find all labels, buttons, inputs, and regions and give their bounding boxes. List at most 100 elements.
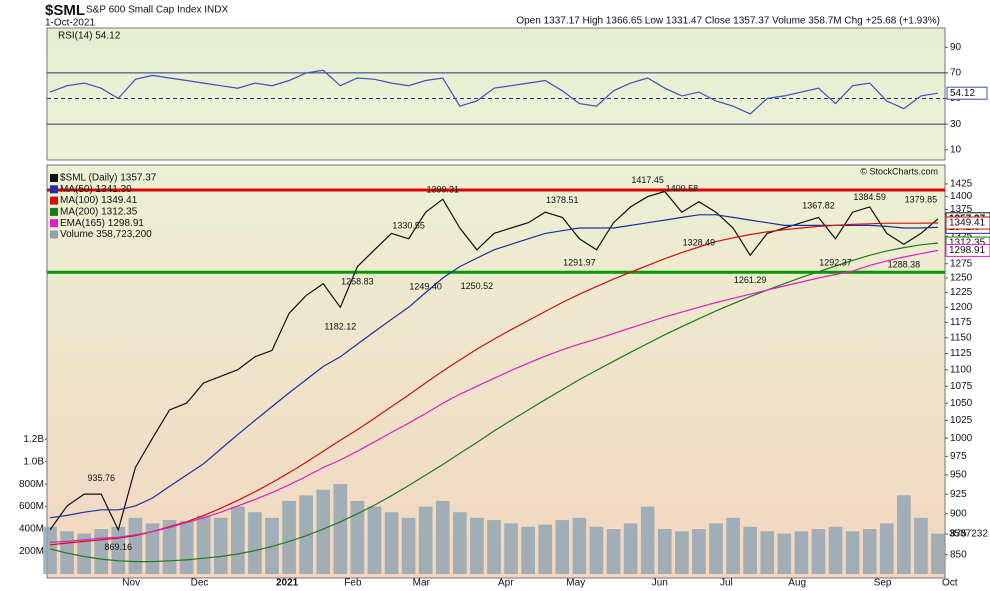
volume-bar	[453, 512, 467, 574]
rsi-tick-label: 10	[950, 144, 962, 155]
y-tick-label: 1075	[950, 381, 973, 392]
x-tick-label: Mar	[413, 578, 431, 589]
volume-bar	[367, 506, 382, 574]
volume-bar	[384, 512, 399, 574]
moving-average-line	[49, 222, 939, 546]
x-tick-label: Dec	[191, 578, 209, 589]
x-tick-label: Sep	[874, 578, 892, 589]
price-line	[49, 190, 939, 532]
volume-bar	[640, 506, 655, 574]
volume-bar	[760, 531, 775, 574]
y-tick-label: 875	[950, 529, 967, 540]
legend-swatch	[50, 230, 58, 239]
x-tick-label: Apr	[498, 578, 514, 589]
volume-bar	[897, 495, 911, 574]
y-tick-label: 1000	[950, 433, 973, 444]
volume-bar	[128, 517, 143, 574]
y-tick-label: 1400	[950, 191, 973, 202]
volume-bar	[555, 520, 570, 574]
end-label: 1312.35	[949, 238, 986, 249]
price-annotation: 1379.85	[905, 194, 938, 204]
price-annotation: 1367.82	[802, 201, 835, 211]
volume-bar	[248, 512, 262, 574]
credit: © StockCharts.com	[860, 166, 938, 176]
volume-bar	[333, 484, 348, 574]
legend-label: $SML (Daily) 1357.37	[60, 173, 157, 184]
y-tick-label: 1325	[950, 231, 973, 242]
y2-tick-label: 400M	[19, 524, 44, 535]
x-tick-label: Feb	[344, 578, 362, 589]
volume-bar	[521, 526, 535, 574]
y2-tick-label: 600M	[19, 501, 44, 512]
volume-bar	[726, 517, 740, 574]
y-tick-label: 850	[950, 549, 967, 560]
legend-swatch	[50, 219, 58, 228]
y2-tick-label: 1.2B	[23, 434, 44, 445]
volume-bar	[213, 517, 228, 574]
rsi-tick-label: 30	[950, 119, 962, 130]
price-annotation: 869.16	[105, 542, 133, 552]
rsi-end-label: 54.12	[950, 88, 975, 99]
y-tick-label: 1250	[950, 273, 973, 284]
y-tick-label: 1375	[950, 204, 973, 215]
y2-tick-label: 1.0B	[23, 456, 44, 467]
end-label: 1298.91	[949, 245, 986, 256]
y-tick-label: 950	[950, 470, 967, 481]
rsi-panel	[46, 27, 946, 161]
price-annotation: 1291.97	[563, 258, 596, 268]
volume-bar	[418, 506, 433, 574]
volume-bar	[299, 495, 313, 574]
price-annotation: 1261.29	[734, 275, 767, 285]
price-annotation: 935.76	[87, 473, 115, 483]
y-tick-label: 1175	[950, 317, 972, 328]
volume-bar	[196, 515, 211, 574]
y-tick-label: 1150	[950, 332, 972, 343]
rsi-end-box	[946, 86, 988, 100]
volume-bar	[572, 517, 587, 574]
y-tick-label: 900	[950, 508, 967, 519]
legend-swatch	[50, 196, 58, 205]
quote: Open 1337.17 High 1366.65 Low 1331.47 Cl…	[516, 16, 940, 27]
moving-average-line	[49, 249, 939, 543]
volume-bar	[811, 529, 826, 574]
volume-bar	[709, 523, 723, 574]
volume-bar	[862, 529, 877, 574]
legend-label: MA(200) 1312.35	[60, 207, 138, 218]
y-tick-label: 1025	[950, 415, 973, 426]
y2-tick-label: 800M	[19, 479, 44, 490]
volume-bar	[828, 526, 843, 574]
symbol: $SML	[45, 2, 85, 19]
volume-bar	[657, 529, 672, 574]
volume-bar	[914, 517, 928, 574]
volume-bar	[282, 500, 296, 574]
end-box	[945, 243, 990, 257]
price-annotation: 1400.58	[666, 184, 699, 194]
y-tick-label: 1200	[950, 302, 973, 313]
price-annotation: 1292.37	[819, 257, 852, 267]
volume-bar	[931, 533, 945, 574]
volume-bar	[879, 523, 894, 574]
moving-average-line	[49, 242, 939, 563]
price-annotation: 1249.40	[409, 282, 442, 292]
volume-bar	[777, 533, 792, 574]
rsi-tick-label: 70	[950, 67, 962, 78]
legend-label: Volume 358,723,200	[60, 229, 152, 240]
x-tick-label: Nov	[122, 578, 140, 589]
x-tick-label: Jul	[720, 578, 733, 589]
date: 1-Oct-2021	[45, 18, 95, 29]
x-tick-label: May	[566, 578, 585, 589]
legend-label: EMA(165) 1298.91	[60, 218, 144, 229]
volume-bar	[401, 517, 416, 574]
volume-bar	[675, 531, 689, 574]
price-annotation: 1330.55	[392, 221, 425, 231]
end-box	[945, 216, 990, 230]
price-annotation: 1250.52	[461, 281, 494, 291]
rsi-line	[49, 69, 939, 115]
price-annotation: 1378.51	[546, 195, 579, 205]
volume-bar	[487, 520, 501, 574]
legend-label: MA(50) 1341.30	[60, 184, 132, 195]
price-annotation: 1182.12	[324, 321, 356, 331]
legend-swatch	[50, 174, 58, 182]
rsi-tick-label: 90	[950, 42, 962, 53]
